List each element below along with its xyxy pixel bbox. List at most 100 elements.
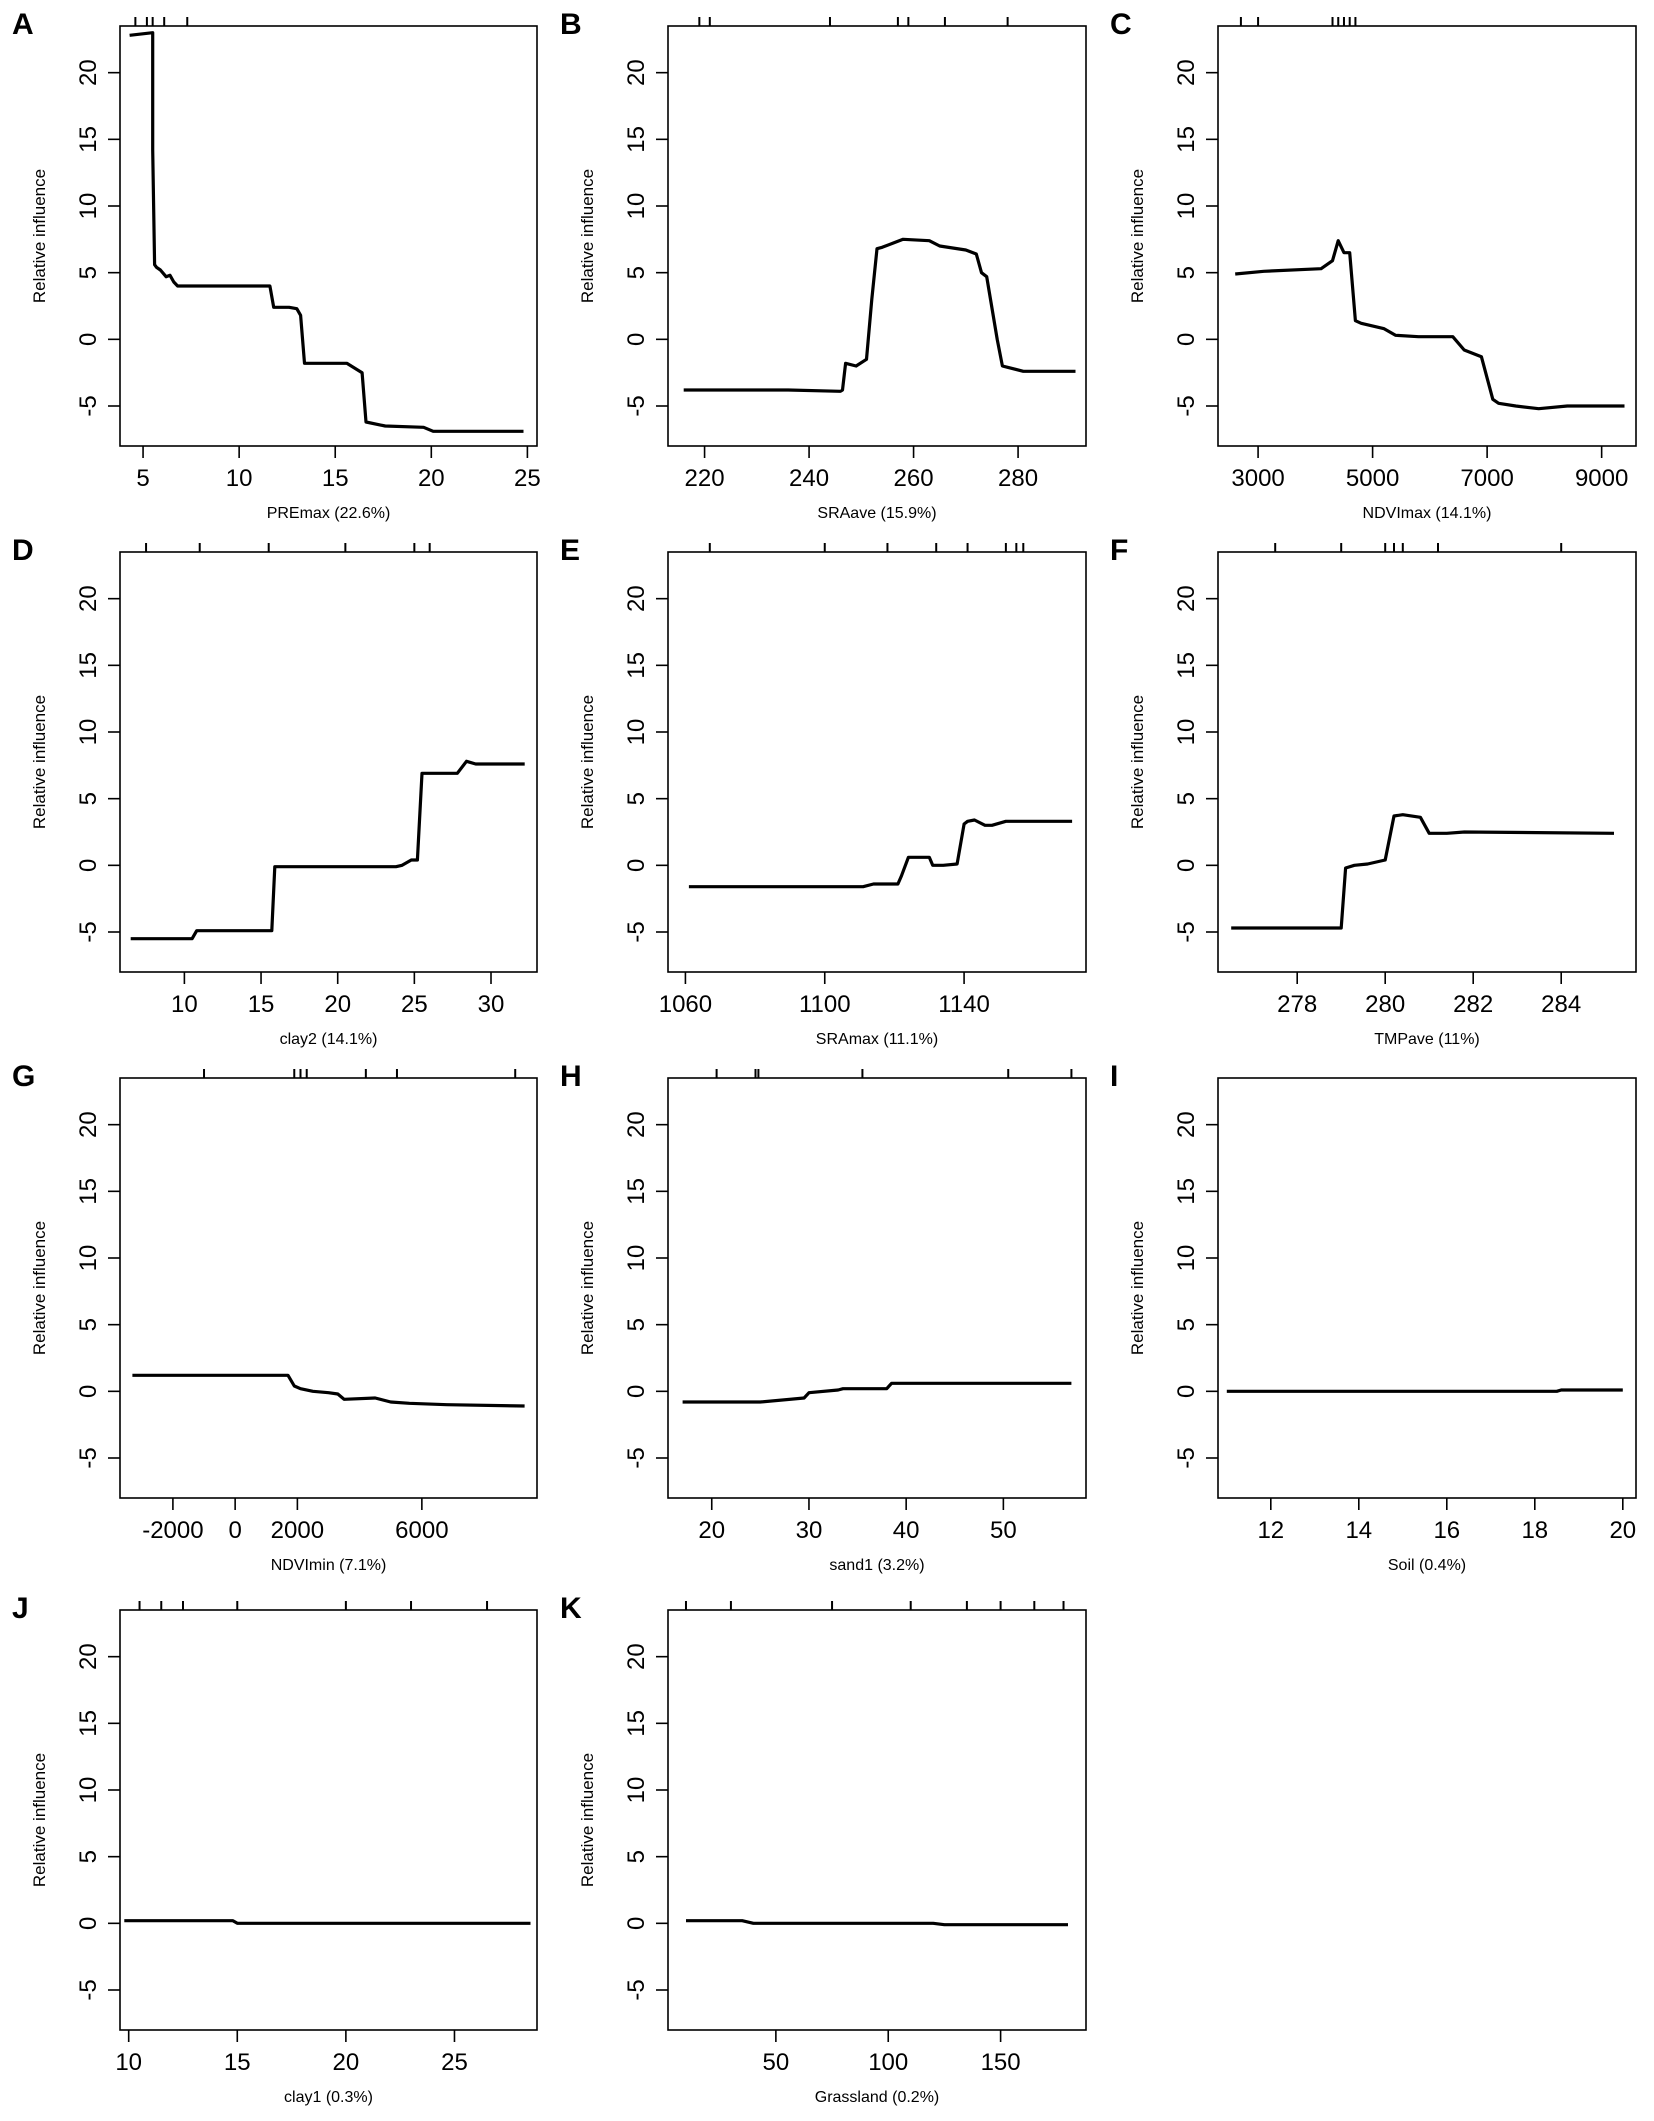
x-tick-label: 18 — [1521, 1517, 1548, 1544]
panel-letter-b: B — [560, 8, 582, 41]
y-tick-label: 0 — [1173, 859, 1200, 872]
x-tick-label: 12 — [1257, 1517, 1284, 1544]
panel-k: K -5 0 5 10 15 20 50 100 150 Relative influence Gra… — [560, 1592, 1087, 2106]
x-tick-label: 15 — [322, 465, 349, 492]
x-tick-label: 3000 — [1231, 465, 1284, 492]
y-tick-label: 15 — [1173, 652, 1200, 679]
panel-letter-e: E — [560, 534, 580, 567]
y-tick-label: 20 — [75, 1111, 102, 1138]
y-axis-label: Relative influence — [30, 169, 49, 303]
y-tick-label: 20 — [623, 1643, 650, 1670]
influence-curve — [682, 1381, 1072, 1404]
influence-curve — [129, 31, 524, 433]
y-tick-label: 5 — [623, 1850, 650, 1863]
y-tick-label: 15 — [1173, 126, 1200, 153]
x-axis-label: SRAmax (11.1%) — [816, 1031, 938, 1048]
y-tick-label: 20 — [623, 59, 650, 86]
y-tick-label: -5 — [75, 1447, 102, 1468]
y-axis-label: Relative influence — [578, 169, 597, 303]
x-tick-label: 25 — [441, 2049, 468, 2076]
influence-curve — [688, 818, 1073, 889]
y-tick-label: 20 — [1173, 1111, 1200, 1138]
y-axis-label: Relative influence — [30, 695, 49, 829]
x-tick-label: 9000 — [1575, 465, 1628, 492]
panel-letter-g: G — [12, 1060, 35, 1093]
y-tick-label: 5 — [623, 1318, 650, 1331]
y-tick-label: -5 — [75, 921, 102, 942]
y-tick-label: -5 — [1173, 921, 1200, 942]
plot-frame — [119, 1609, 538, 2031]
y-tick-label: -5 — [1173, 395, 1200, 416]
y-tick-label: 20 — [623, 585, 650, 612]
y-tick-label: -5 — [623, 921, 650, 942]
x-tick-label: 10 — [115, 2049, 142, 2076]
y-tick-label: 20 — [75, 59, 102, 86]
plot-frame — [667, 25, 1087, 447]
plot-frame — [1217, 1077, 1637, 1499]
y-tick-label: 0 — [623, 1385, 650, 1398]
y-tick-label: 0 — [75, 859, 102, 872]
x-tick-label: 100 — [868, 2049, 908, 2076]
x-tick-label: 5000 — [1346, 465, 1399, 492]
y-tick-label: 15 — [623, 652, 650, 679]
panel-g: G -5 0 5 10 15 20 -2000 0 2000 6000 Relative influe… — [12, 1060, 538, 1574]
y-tick-label: 0 — [75, 333, 102, 346]
panel-letter-c: C — [1110, 8, 1132, 41]
y-tick-label: 0 — [623, 1917, 650, 1930]
x-tick-label: 15 — [224, 2049, 251, 2076]
x-axis-label: Grassland (0.2%) — [815, 2089, 940, 2106]
y-axis-label: Relative influence — [578, 695, 597, 829]
y-tick-label: 10 — [1173, 193, 1200, 220]
panel-letter-h: H — [560, 1060, 582, 1093]
panel-c: C -5 0 5 10 15 20 3000 5000 7000 9000 Relative infl… — [1110, 8, 1637, 522]
y-tick-label: 10 — [623, 1777, 650, 1804]
influence-curve — [130, 759, 525, 941]
x-axis-label: sand1 (3.2%) — [829, 1557, 924, 1574]
x-tick-label: 1060 — [659, 991, 712, 1018]
y-tick-label: -5 — [623, 395, 650, 416]
x-tick-label: 30 — [478, 991, 505, 1018]
x-tick-label: 20 — [418, 465, 445, 492]
y-tick-label: 10 — [623, 719, 650, 746]
plot-frame — [119, 1077, 538, 1499]
panel-a: A -5 0 5 10 15 20 5 10 15 20 25 Relative influence PR… — [12, 8, 541, 522]
y-tick-label: 5 — [75, 266, 102, 279]
x-tick-label: 20 — [324, 991, 351, 1018]
x-tick-label: 15 — [248, 991, 275, 1018]
x-tick-label: 25 — [514, 465, 541, 492]
y-tick-label: 0 — [75, 1385, 102, 1398]
y-tick-label: 5 — [1173, 1318, 1200, 1331]
y-axis-label: Relative influence — [30, 1753, 49, 1887]
x-tick-label: 20 — [698, 1517, 725, 1544]
x-axis-label: Soil (0.4%) — [1388, 1557, 1466, 1574]
x-tick-label: 25 — [401, 991, 428, 1018]
plot-frame — [119, 551, 538, 973]
x-tick-label: 284 — [1541, 991, 1581, 1018]
plot-frame — [667, 1609, 1087, 2031]
y-axis-label: Relative influence — [1128, 1221, 1147, 1355]
x-tick-label: 6000 — [395, 1517, 448, 1544]
x-tick-label: 278 — [1277, 991, 1317, 1018]
y-tick-label: 5 — [623, 266, 650, 279]
x-tick-label: 30 — [796, 1517, 823, 1544]
influence-curve — [132, 1373, 525, 1408]
x-axis-label: NDVImax (14.1%) — [1363, 505, 1492, 522]
x-tick-label: 280 — [1365, 991, 1405, 1018]
y-tick-label: 15 — [75, 1178, 102, 1205]
y-tick-label: 15 — [623, 126, 650, 153]
plot-frame — [119, 25, 538, 447]
x-tick-label: 10 — [226, 465, 253, 492]
x-tick-label: 0 — [228, 1517, 241, 1544]
y-tick-label: 20 — [623, 1111, 650, 1138]
y-tick-label: 10 — [1173, 719, 1200, 746]
y-tick-label: 10 — [75, 1777, 102, 1804]
influence-curve — [686, 1919, 1068, 1927]
x-tick-label: 40 — [893, 1517, 920, 1544]
panel-j: J -5 0 5 10 15 20 10 15 20 25 Relative influence cla… — [12, 1592, 538, 2106]
y-tick-label: 10 — [75, 193, 102, 220]
y-tick-label: 0 — [623, 859, 650, 872]
y-tick-label: 10 — [75, 1245, 102, 1272]
y-tick-label: 5 — [75, 1318, 102, 1331]
y-tick-label: 15 — [75, 126, 102, 153]
x-axis-label: PREmax (22.6%) — [267, 505, 391, 522]
